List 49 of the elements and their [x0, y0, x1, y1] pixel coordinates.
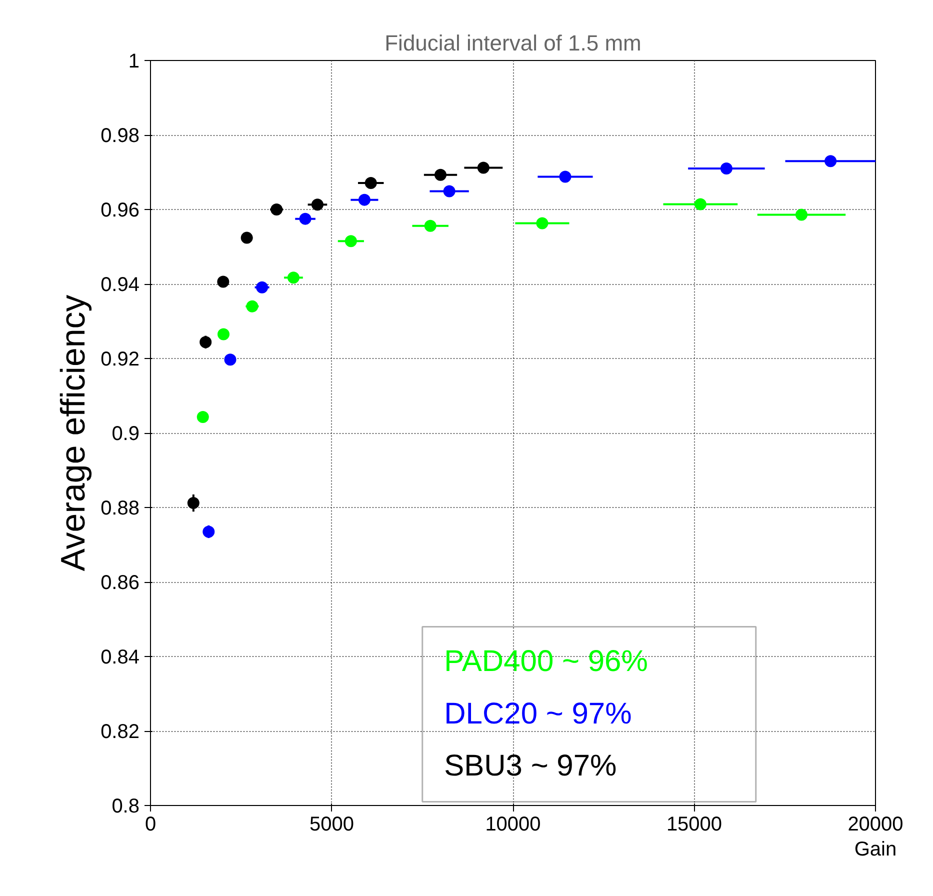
x-tick-label: 20000 — [848, 814, 904, 836]
point — [424, 220, 436, 232]
point — [344, 235, 357, 248]
x-tick-label: 5000 — [310, 814, 354, 836]
y-tick-label: 0.98 — [100, 125, 140, 147]
y-tick-label: 0.88 — [100, 498, 140, 520]
point — [187, 497, 200, 510]
x-tick-label: 0 — [144, 814, 156, 836]
point — [720, 162, 732, 175]
point — [364, 177, 377, 190]
point — [824, 155, 837, 168]
point — [358, 194, 370, 206]
y-axis-title: Average efficiency — [54, 294, 93, 572]
point — [434, 168, 446, 181]
point — [287, 272, 300, 284]
point — [200, 336, 212, 348]
chart-title: Fiducial interval of 1.5 mm — [384, 30, 642, 56]
y-tick-label: 0.84 — [100, 646, 140, 668]
y-tick-label: 0.92 — [100, 348, 140, 370]
y-tick-label: 0.9 — [112, 423, 140, 445]
y-tick-label: 0.96 — [100, 200, 140, 222]
point — [299, 212, 312, 225]
point — [196, 410, 209, 423]
y-tick-label: 0.86 — [100, 572, 140, 594]
point — [218, 328, 230, 340]
text: PAD400 ~ 96% — [444, 645, 648, 678]
text: SBU3 ~ 97% — [444, 750, 617, 783]
point — [559, 170, 572, 183]
point — [217, 276, 230, 288]
point — [795, 208, 808, 221]
point — [240, 232, 253, 244]
y-tick-label: 0.94 — [100, 274, 140, 296]
point — [270, 204, 283, 216]
point — [246, 300, 258, 312]
point — [224, 354, 236, 366]
y-tick-label: 0.8 — [112, 796, 140, 818]
y-tick-label: 1 — [128, 50, 140, 72]
point — [536, 217, 548, 230]
point — [256, 281, 268, 294]
text: DLC20 ~ 97% — [444, 697, 632, 730]
point — [202, 526, 215, 538]
y-tick-label: 0.82 — [100, 721, 140, 743]
x-axis-title: Gain — [854, 838, 897, 860]
point — [443, 185, 456, 198]
x-tick-label: 10000 — [485, 814, 541, 836]
point — [311, 198, 324, 211]
x-tick-label: 15000 — [666, 814, 722, 836]
point — [694, 198, 706, 210]
point — [477, 162, 490, 174]
